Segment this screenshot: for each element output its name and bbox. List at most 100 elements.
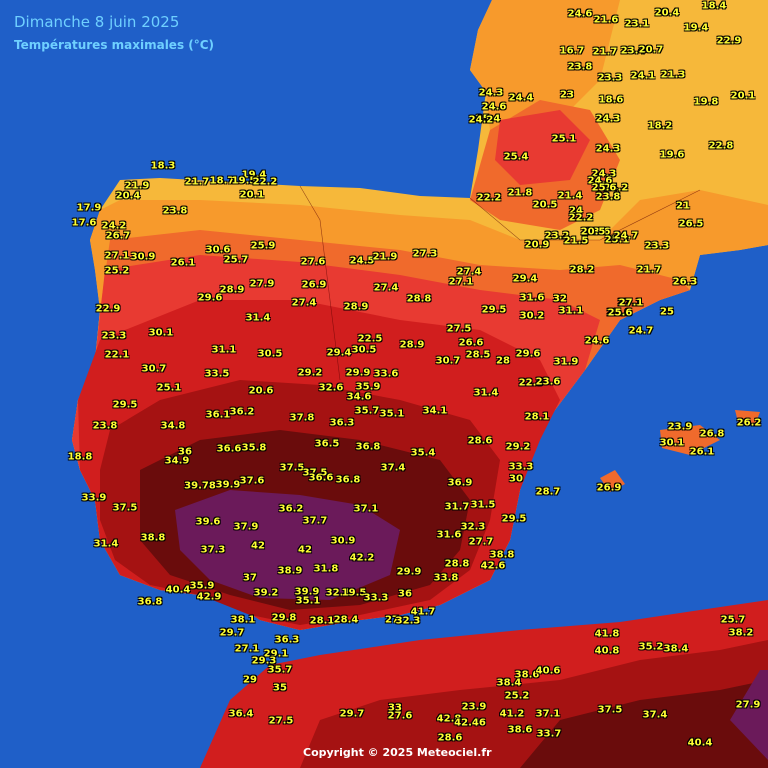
station-temperature: 39.6: [195, 516, 221, 528]
station-temperature: 38.1: [230, 614, 256, 626]
map-subtitle: Températures maximales (°C): [14, 38, 215, 52]
station-temperature: 27.4: [373, 282, 399, 294]
station-temperature: 34.6: [346, 391, 372, 403]
station-temperature: 27.7: [468, 536, 494, 548]
station-temperature: 36.8: [335, 474, 361, 486]
station-temperature: 31.8: [313, 563, 339, 575]
station-temperature: 37.9: [233, 521, 259, 533]
station-temperature: 23.3: [597, 72, 623, 84]
station-temperature: 24.6: [584, 335, 610, 347]
station-temperature: 21.9: [372, 251, 398, 263]
station-temperature: 19.6: [659, 149, 685, 161]
station-temperature: 32.3: [395, 615, 421, 627]
station-temperature: 20.1: [239, 189, 265, 201]
station-temperature: 29.9: [345, 367, 371, 379]
station-temperature: 41.8: [594, 628, 620, 640]
station-temperature: 18.3: [150, 160, 176, 172]
station-temperature: 33.7: [536, 728, 562, 740]
station-temperature: 41.7: [410, 606, 436, 618]
station-temperature: 27.6: [387, 710, 413, 722]
station-temperature: 35.1: [379, 408, 405, 420]
station-temperature: 26.3: [672, 276, 698, 288]
station-temperature: 23.4: [620, 45, 646, 57]
station-temperature: 30: [509, 473, 523, 485]
station-temperature: 25.4: [475, 113, 501, 125]
station-temperature: 24.3: [595, 143, 621, 155]
station-temperature: 24.4: [508, 92, 534, 104]
station-temperature: 29.7: [339, 708, 365, 720]
station-temperature: 25.6: [591, 182, 617, 194]
station-temperature: 21.9: [124, 180, 150, 192]
station-temperature: 20.7: [638, 44, 664, 56]
station-temperature: 23.2: [544, 230, 570, 242]
station-temperature: 26.1: [689, 446, 715, 458]
station-temperature: 42.8: [436, 713, 462, 725]
station-temperature: 36.6: [308, 472, 334, 484]
station-temperature: 27.1: [104, 250, 130, 262]
station-temperature: 31.4: [473, 387, 499, 399]
station-temperature: 26.5: [678, 218, 704, 230]
station-temperature: 30.2: [519, 310, 545, 322]
station-temperature: 22.9: [95, 303, 121, 315]
station-temperature: 24.1: [630, 70, 656, 82]
station-temperature: 28.2: [569, 264, 595, 276]
station-temperature: 20.1: [730, 90, 756, 102]
station-temperature: 21: [676, 200, 690, 212]
station-temperature: 30.1: [659, 437, 685, 449]
station-temperature: 21.7: [592, 46, 618, 58]
station-temperature: 30.6: [205, 244, 231, 256]
station-temperature: 27.1: [618, 297, 644, 309]
station-temperature: 27.4: [291, 297, 317, 309]
station-temperature: 42.9: [196, 591, 222, 603]
station-temperature: 27.6: [300, 256, 326, 268]
station-temperature: 37.5: [112, 502, 138, 514]
station-temperature: 18.6: [598, 94, 624, 106]
station-temperature: 37.5: [597, 704, 623, 716]
station-temperature: 22.9: [716, 35, 742, 47]
station-temperature: 21.7: [636, 264, 662, 276]
station-temperature: 35.4: [410, 447, 436, 459]
station-temperature: 20.5: [532, 199, 558, 211]
station-temperature: 27.3: [412, 248, 438, 260]
station-temperature: 25: [660, 306, 674, 318]
station-temperature: 31.6: [519, 292, 545, 304]
station-temperature: 19.5: [231, 175, 257, 187]
station-temperature: 33.9: [81, 492, 107, 504]
station-temperature: 25.6: [606, 307, 632, 319]
station-temperature: 36.9: [447, 477, 473, 489]
station-temperature: 35.9: [189, 580, 215, 592]
station-temperature: 21.6: [593, 14, 619, 26]
station-temperature: 38.4: [496, 677, 522, 689]
station-temperature: 24.6: [587, 175, 613, 187]
station-temperature: 42.2: [349, 552, 375, 564]
station-temperature: 28.9: [343, 301, 369, 313]
station-temperature: 29.4: [512, 273, 538, 285]
station-temperature: 31.6: [436, 529, 462, 541]
station-temperature: 26.2: [736, 417, 762, 429]
station-temperature: 28.6: [437, 732, 463, 744]
station-temperature: 31.1: [211, 344, 237, 356]
station-temperature: 27.9: [735, 699, 761, 711]
station-temperature: 37.4: [642, 709, 668, 721]
station-temperature: 41.2: [499, 708, 525, 720]
station-temperature: 24.6: [567, 8, 593, 20]
station-temperature: 39.2: [253, 587, 279, 599]
station-temperature: 30.5: [351, 344, 377, 356]
station-temperature: 23.8: [162, 205, 188, 217]
station-temperature: 29.9: [396, 566, 422, 578]
station-temperature: 38.8: [489, 549, 515, 561]
station-temperature: 29.2: [297, 367, 323, 379]
station-temperature: 19.4: [683, 22, 709, 34]
station-temperature: 38.8: [140, 532, 166, 544]
station-temperature: 28.9: [399, 339, 425, 351]
station-temperature: 37.7: [302, 515, 328, 527]
station-temperature: 23.6: [585, 226, 611, 238]
station-temperature: 36.5: [314, 438, 340, 450]
station-temperature: 36.3: [274, 634, 300, 646]
station-temperature: 26.8: [699, 428, 725, 440]
station-temperature: 39.78: [184, 480, 216, 492]
station-temperature: 38.4: [663, 643, 689, 655]
station-temperature: 23.8: [567, 61, 593, 73]
station-temperature: 19.8: [693, 96, 719, 108]
